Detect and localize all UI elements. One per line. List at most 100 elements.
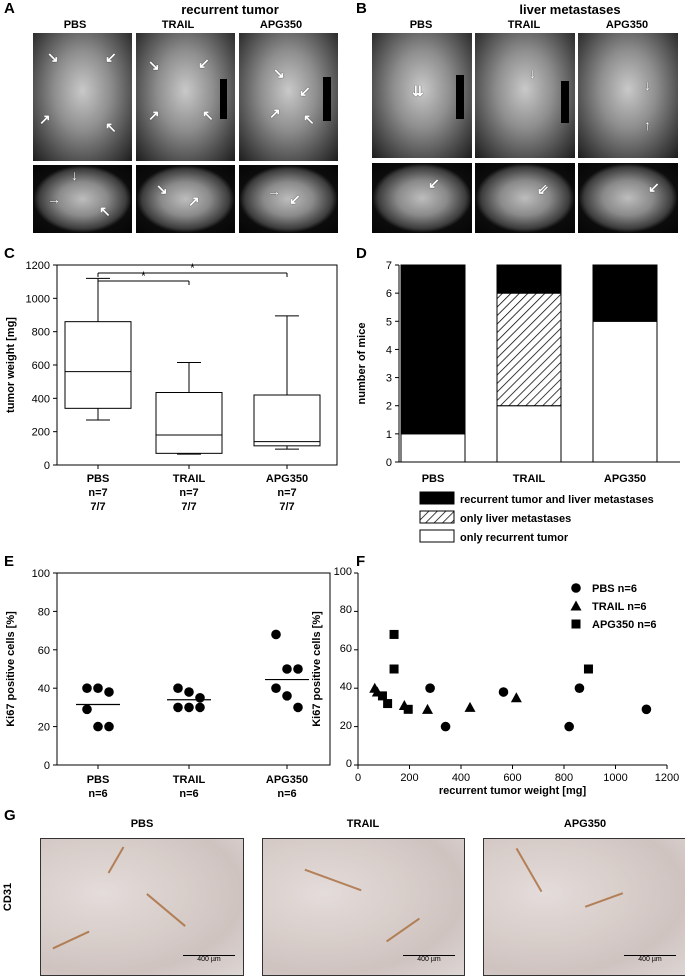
- data-point-trail: [173, 683, 183, 693]
- panel-g-ylabel: CD31: [2, 882, 14, 912]
- mri-axial-a-apg350: → ↙: [239, 165, 338, 233]
- x-axis-label: recurrent tumor weight [mg]: [439, 785, 587, 797]
- data-point-apg350: [293, 664, 303, 674]
- group-n-label: n=6: [179, 788, 198, 800]
- arrow-icon: ↗: [188, 193, 200, 209]
- group-n-label: n=6: [277, 788, 296, 800]
- legend-label: PBS n=6: [592, 583, 637, 595]
- arrow-icon: →: [47, 191, 61, 207]
- bar-segment-apg350: [592, 320, 658, 463]
- scale-bar: [220, 79, 227, 119]
- arrow-icon: ⇊: [412, 83, 424, 99]
- x-tick-label: PBS: [87, 774, 110, 786]
- data-point-pbs: [641, 704, 652, 715]
- mri-coronal-a-apg350: ↘ ↙ ↗ ↖: [239, 33, 338, 161]
- arrow-icon: ↖: [202, 107, 214, 123]
- box-pbs: [64, 321, 132, 409]
- data-point-trail: [184, 702, 194, 713]
- y-tick-label: 1000: [26, 293, 50, 305]
- scale-bar: 400 µm: [624, 955, 676, 963]
- data-point-trail: [422, 703, 434, 714]
- x-tick-label: TRAIL: [513, 473, 546, 485]
- bar-segment-pbs: [400, 433, 466, 463]
- mri-axial-a-pbs: ↓ → ↖: [33, 165, 132, 233]
- scale-label: 400 µm: [638, 956, 662, 963]
- y-tick-label: 5: [386, 316, 392, 328]
- panel-b-col-trail: TRAIL: [507, 19, 541, 31]
- arrow-icon: ↓: [71, 167, 78, 183]
- arrow-icon: ↙: [198, 55, 210, 71]
- mri-coronal-a-trail: ↘ ↙ ↗ ↖: [136, 33, 235, 161]
- panel-f-letter: F: [356, 553, 366, 570]
- data-point-apg350: [389, 664, 399, 674]
- legend-label: TRAIL n=6: [592, 601, 647, 613]
- bar-segment-trail: [496, 292, 562, 407]
- arrow-icon: ↙: [428, 175, 440, 191]
- panel-a-title: recurrent tumor: [181, 2, 279, 17]
- scale-label: 400 µm: [417, 956, 441, 963]
- scale-bar: [456, 75, 464, 119]
- data-point-pbs: [93, 721, 103, 732]
- legend-marker: [571, 583, 581, 593]
- data-point-apg350: [293, 702, 303, 713]
- legend-swatch: [419, 491, 455, 505]
- data-point-apg350: [282, 691, 292, 701]
- legend-marker: [570, 600, 582, 611]
- ihc-cd31-pbs: 400 µm: [40, 838, 244, 976]
- box-apg350: [253, 394, 321, 447]
- y-tick-label: 2: [386, 401, 392, 413]
- significance-star: *: [190, 261, 195, 275]
- mri-axial-b-trail: ⇙: [475, 163, 575, 233]
- group-ratio-label: 7/7: [181, 501, 196, 513]
- y-tick-label: 800: [32, 327, 50, 339]
- legend-marker: [571, 619, 581, 629]
- y-tick-label: 7: [386, 260, 392, 272]
- group-n-label: n=7: [277, 487, 296, 499]
- arrow-icon: ↙: [289, 191, 301, 207]
- panel-g-col-apg350: APG350: [563, 818, 607, 830]
- arrow-icon: ↗: [148, 107, 160, 123]
- group-n-label: n=7: [179, 487, 198, 499]
- panel-a-col-pbs: PBS: [63, 19, 87, 31]
- data-point-pbs: [104, 721, 114, 732]
- bar-segment-trail: [496, 405, 562, 463]
- ihc-cd31-apg350: 400 µm: [483, 838, 685, 976]
- bar-segment-trail: [496, 264, 562, 294]
- panel-a-col-apg350: APG350: [259, 19, 303, 31]
- plot-frame: [56, 572, 331, 766]
- panel-b-col-pbs: PBS: [409, 19, 433, 31]
- arrow-icon: ↗: [269, 105, 281, 121]
- arrow-icon: ↗: [39, 111, 51, 127]
- data-point-pbs: [564, 721, 574, 732]
- y-axis-label: Ki67 positive cells [%]: [5, 611, 17, 727]
- arrow-icon: ↙: [105, 49, 117, 65]
- x-tick-label: 0: [355, 772, 361, 784]
- group-ratio-label: 7/7: [279, 501, 294, 513]
- significance-star: *: [141, 269, 146, 283]
- x-tick-label: 600: [503, 772, 521, 784]
- x-tick-label: PBS: [87, 473, 110, 485]
- mri-axial-b-pbs: ↙: [372, 163, 472, 233]
- y-tick-label: 6: [386, 288, 392, 300]
- y-tick-label: 80: [339, 604, 352, 617]
- x-tick-label: 800: [555, 772, 573, 784]
- data-point-pbs: [425, 683, 435, 693]
- arrow-icon: ↘: [148, 57, 160, 73]
- arrow-icon: ⇙: [537, 181, 549, 197]
- legend-label: APG350 n=6: [592, 619, 657, 631]
- y-tick-label: 0: [345, 758, 352, 770]
- x-tick-label: APG350: [604, 473, 646, 485]
- y-tick-label: 600: [32, 360, 50, 372]
- x-tick-label: TRAIL: [173, 774, 206, 786]
- chart-e-ki67: 0 20 40 60 80 100 Ki67 positive cells [%] PBS n=…: [5, 568, 331, 800]
- data-point-apg350: [583, 664, 593, 674]
- y-tick-label: 80: [38, 606, 50, 618]
- panel-a-col-trail: TRAIL: [161, 19, 195, 31]
- data-point-pbs: [93, 683, 103, 693]
- mri-coronal-b-pbs: ⇊: [372, 33, 472, 158]
- chart-d-number-of-mice: 0 1 2 3 4 5 6 7 number of mice PBS TRAIL APG350 recu…: [356, 260, 680, 544]
- data-point-apg350: [271, 683, 281, 693]
- arrow-icon: ↓: [644, 77, 651, 93]
- panel-g-col-pbs: PBS: [130, 818, 154, 830]
- data-point-trail: [173, 702, 183, 713]
